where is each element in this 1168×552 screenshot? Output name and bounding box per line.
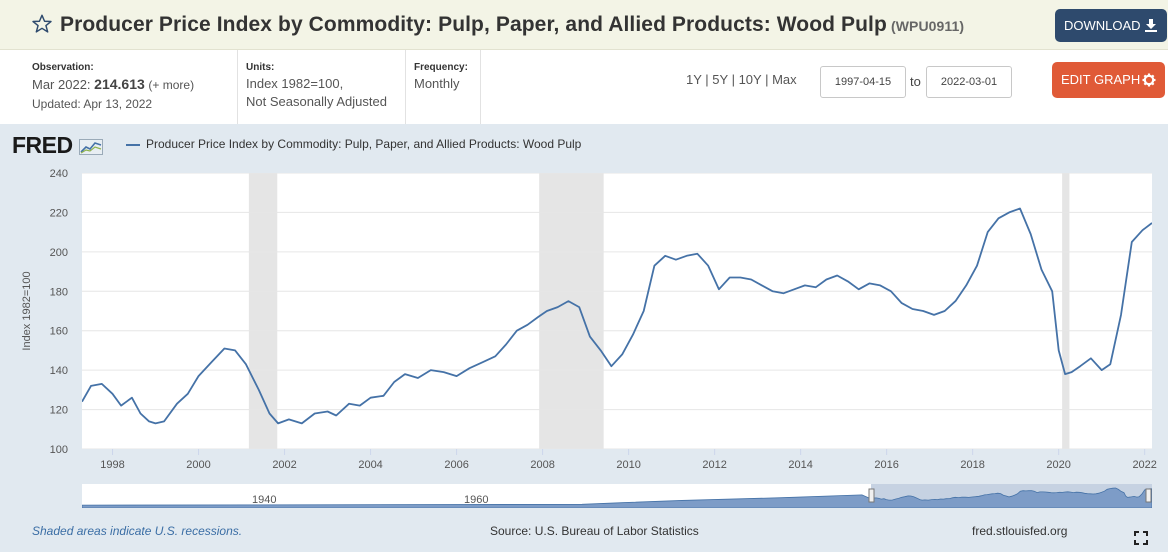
y-tick-220: 220 xyxy=(50,207,68,219)
edit-graph-label: EDIT GRAPH xyxy=(1061,72,1141,87)
x-tick-2010: 2010 xyxy=(616,459,640,471)
range-selector: 1Y | 5Y | 10Y | Max xyxy=(686,72,797,87)
y-tick-180: 180 xyxy=(50,286,68,298)
more-link[interactable]: (+ more) xyxy=(148,78,195,92)
observation-label: Observation: xyxy=(32,62,94,73)
end-date-input[interactable]: 2022-03-01 xyxy=(926,66,1012,98)
fred-logo-text: FRED xyxy=(12,132,73,158)
plot-area[interactable] xyxy=(81,172,1153,450)
legend-label: Producer Price Index by Commodity: Pulp,… xyxy=(146,137,582,151)
navigator-svg: 1940 1960 xyxy=(81,484,1153,509)
fred-logo: FRED xyxy=(12,132,103,159)
units-line2: Not Seasonally Adjusted xyxy=(246,94,387,109)
download-label: DOWNLOAD xyxy=(1064,18,1141,33)
y-axis-label: Index 1982=100 xyxy=(21,271,33,350)
x-tick-2002: 2002 xyxy=(272,459,296,471)
y-tick-100: 100 xyxy=(50,444,68,456)
to-label: to xyxy=(910,74,921,89)
units-line1: Index 1982=100, xyxy=(246,76,344,91)
chart-axes: 100 120 140 160 180 200 220 240 1998 2000 2002 200… xyxy=(21,168,1157,471)
units-panel: Units: Index 1982=100, Not Seasonally Ad… xyxy=(246,50,406,124)
range-max[interactable]: Max xyxy=(772,72,797,87)
x-tick-2012: 2012 xyxy=(702,459,726,471)
gear-icon xyxy=(1142,73,1156,87)
page-title: Producer Price Index by Commodity: Pulp,… xyxy=(60,13,964,37)
star-icon[interactable] xyxy=(31,13,53,35)
observation-value: 214.613 xyxy=(94,76,145,92)
y-tick-240: 240 xyxy=(50,168,68,180)
x-tick-2020: 2020 xyxy=(1046,459,1070,471)
range-10y[interactable]: 10Y xyxy=(738,72,762,87)
frequency-panel: Frequency: Monthly xyxy=(414,50,481,124)
navigator-area xyxy=(81,487,1153,509)
fullscreen-icon[interactable] xyxy=(1134,531,1148,545)
navigator-label-1960: 1960 xyxy=(464,494,488,506)
x-tick-2006: 2006 xyxy=(444,459,468,471)
frequency-value: Monthly xyxy=(414,76,460,91)
frequency-label: Frequency: xyxy=(414,62,468,73)
download-button[interactable]: DOWNLOAD xyxy=(1055,9,1167,42)
recession-band-2 xyxy=(1062,173,1070,449)
series-title: Producer Price Index by Commodity: Pulp,… xyxy=(60,13,887,36)
site-link[interactable]: fred.stlouisfed.org xyxy=(972,524,1068,538)
plot-svg xyxy=(81,172,1153,450)
navigator-handle-left[interactable] xyxy=(868,488,875,503)
chart-container: FRED Producer Price Index by Commodity: … xyxy=(0,124,1168,552)
y-tick-200: 200 xyxy=(50,247,68,259)
recession-note: Shaded areas indicate U.S. recessions. xyxy=(32,524,243,538)
x-tick-2022: 2022 xyxy=(1132,459,1156,471)
range-navigator[interactable]: 1940 1960 xyxy=(81,484,1153,509)
navigator-label-1940: 1940 xyxy=(252,494,276,506)
x-tick-2000: 2000 xyxy=(186,459,210,471)
source-text: Source: U.S. Bureau of Labor Statistics xyxy=(490,524,699,538)
units-label: Units: xyxy=(246,62,275,73)
recession-band-1 xyxy=(539,173,604,449)
edit-graph-button[interactable]: EDIT GRAPH xyxy=(1052,62,1165,98)
x-tick-2018: 2018 xyxy=(960,459,984,471)
x-tick-2014: 2014 xyxy=(788,459,812,471)
observation-date: Mar 2022: xyxy=(32,77,91,92)
range-1y[interactable]: 1Y xyxy=(686,72,702,87)
legend-swatch xyxy=(126,144,140,146)
series-id: (WPU0911) xyxy=(890,18,965,34)
recession-band-0 xyxy=(248,173,278,449)
page-header: Producer Price Index by Commodity: Pulp,… xyxy=(0,0,1168,50)
updated-date: Updated: Apr 13, 2022 xyxy=(32,97,153,111)
x-tick-2016: 2016 xyxy=(874,459,898,471)
observation-panel: Observation: Mar 2022: 214.613 (+ more) … xyxy=(32,50,238,124)
y-tick-160: 160 xyxy=(50,326,68,338)
observation-line: Mar 2022: 214.613 (+ more) xyxy=(32,76,194,92)
range-5y[interactable]: 5Y xyxy=(712,72,728,87)
navigator-handle-right[interactable] xyxy=(1145,488,1152,503)
x-tick-2008: 2008 xyxy=(530,459,554,471)
start-date-input[interactable]: 1997-04-15 xyxy=(820,66,906,98)
series-line xyxy=(81,207,1153,425)
fred-logo-graph-icon xyxy=(78,139,103,155)
download-icon xyxy=(1145,19,1157,32)
y-tick-120: 120 xyxy=(50,405,68,417)
x-tick-2004: 2004 xyxy=(358,459,382,471)
x-tick-1998: 1998 xyxy=(100,459,124,471)
y-tick-140: 140 xyxy=(50,365,68,377)
